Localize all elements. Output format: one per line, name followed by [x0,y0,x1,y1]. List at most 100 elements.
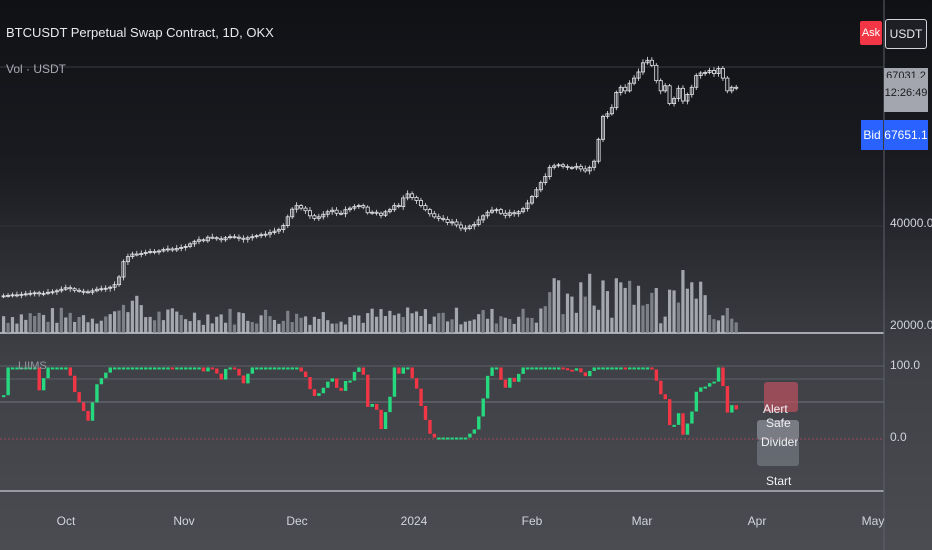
osc-candle-down [725,386,730,413]
volume-bar [148,316,152,333]
candle-down [236,236,241,239]
volume-bar [641,305,645,333]
currency-selector[interactable]: USDT [885,19,927,49]
candle-down [85,291,90,294]
osc-candle-up [290,367,294,370]
volume-bar [548,292,552,333]
osc-candle-down [232,367,237,370]
candle-up [50,291,55,294]
candle-up [294,205,299,210]
osc-candle-up [250,367,255,374]
volume-bar [144,317,148,333]
volume-bar [583,296,587,333]
osc-candle-up [521,367,525,374]
osc-candle-down [241,375,246,384]
volume-bar [317,318,321,333]
candle-down [565,165,570,168]
osc-candle-up [481,398,485,417]
price-axis[interactable]: 40000.0 20000.0 100.0 0.0 [884,0,932,550]
osc-candle-down [86,410,90,421]
candle-up [627,82,632,92]
oscillator-indicator-label[interactable]: LIIMS [18,360,47,372]
osc-candle-up [126,367,130,370]
osc-candle-up [152,367,157,370]
osc-candle-down [414,378,419,389]
candle-down [680,87,685,102]
candle-up [401,197,406,208]
volume-bar [321,312,325,333]
candle-up [534,189,539,197]
osc-candle-down [681,413,685,435]
osc-candle-up [548,367,552,370]
volume-bar [303,316,308,333]
volume-bar [414,311,419,333]
month-feb: Feb [521,514,543,528]
candle-down [201,239,206,242]
candle-down [170,248,175,251]
candle-up [632,77,637,84]
candle-up [90,290,95,293]
volume-bar [81,315,86,333]
volume-bar [539,308,543,333]
volume-bar [663,316,667,333]
volume-bar [232,324,237,333]
volume-bar [712,319,716,333]
volume-bar [121,304,126,333]
candle-down [512,212,517,215]
alert-label: Alert [763,402,788,416]
volume-bar [694,298,698,333]
osc-candle-up [24,367,28,370]
osc-candle-up [117,367,121,370]
osc-candle-up [592,367,596,371]
candle-down [432,213,437,218]
osc-candle-down [659,380,663,395]
candle-up [290,208,295,218]
candle-down [81,290,86,293]
osc-candle-up [459,437,463,440]
volume-bar [454,307,459,333]
osc-candle-down [650,367,654,370]
bid-price[interactable]: 67651.1 [884,120,928,150]
osc-candle-up [437,437,441,440]
osc-candle-up [370,403,374,407]
candle-up [272,230,277,234]
volume-bar [685,288,689,333]
volume-bar [59,307,63,333]
osc-candle-up [295,367,299,370]
bid-label[interactable]: Bid [861,120,883,150]
osc-candle-down [579,368,583,373]
osc-candle-up [699,387,703,392]
candle-down [569,166,574,169]
osc-candle-down [503,379,508,388]
symbol-title[interactable]: BTCUSDT Perpetual Swap Contract, 1D, OKX [6,25,274,40]
volume-bars [2,270,738,333]
volume-bar [161,320,166,333]
candle-up [156,250,161,253]
volume-bar [446,321,450,333]
osc-candle-up [197,367,201,370]
candle-down [649,59,654,66]
candle-down [423,205,428,211]
candle-up [174,248,179,251]
month-may: May [861,514,885,528]
ask-button[interactable]: Ask [860,21,882,45]
time-axis[interactable]: Oct Nov Dec 2024 Feb Mar Apr May [0,510,885,540]
volume-bar [374,316,379,333]
osc-candle-down [215,368,219,374]
candle-up [694,75,699,88]
volume-bar [397,313,401,333]
osc-candle-up [574,368,579,371]
volume-indicator-label[interactable]: Vol · USDT [6,62,67,76]
osc-candle-up [90,402,95,421]
price-tick-40000: 40000.0 [890,216,932,230]
osc-candle-down [428,419,432,434]
candle-down [441,217,446,220]
osc-candle-up [530,367,534,370]
osc-candle-down [734,405,738,410]
osc-candle-up [148,367,152,370]
osc-candle-down [623,367,627,370]
candle-down [458,224,463,229]
osc-candle-up [490,367,494,376]
osc-candle-up [406,367,410,370]
